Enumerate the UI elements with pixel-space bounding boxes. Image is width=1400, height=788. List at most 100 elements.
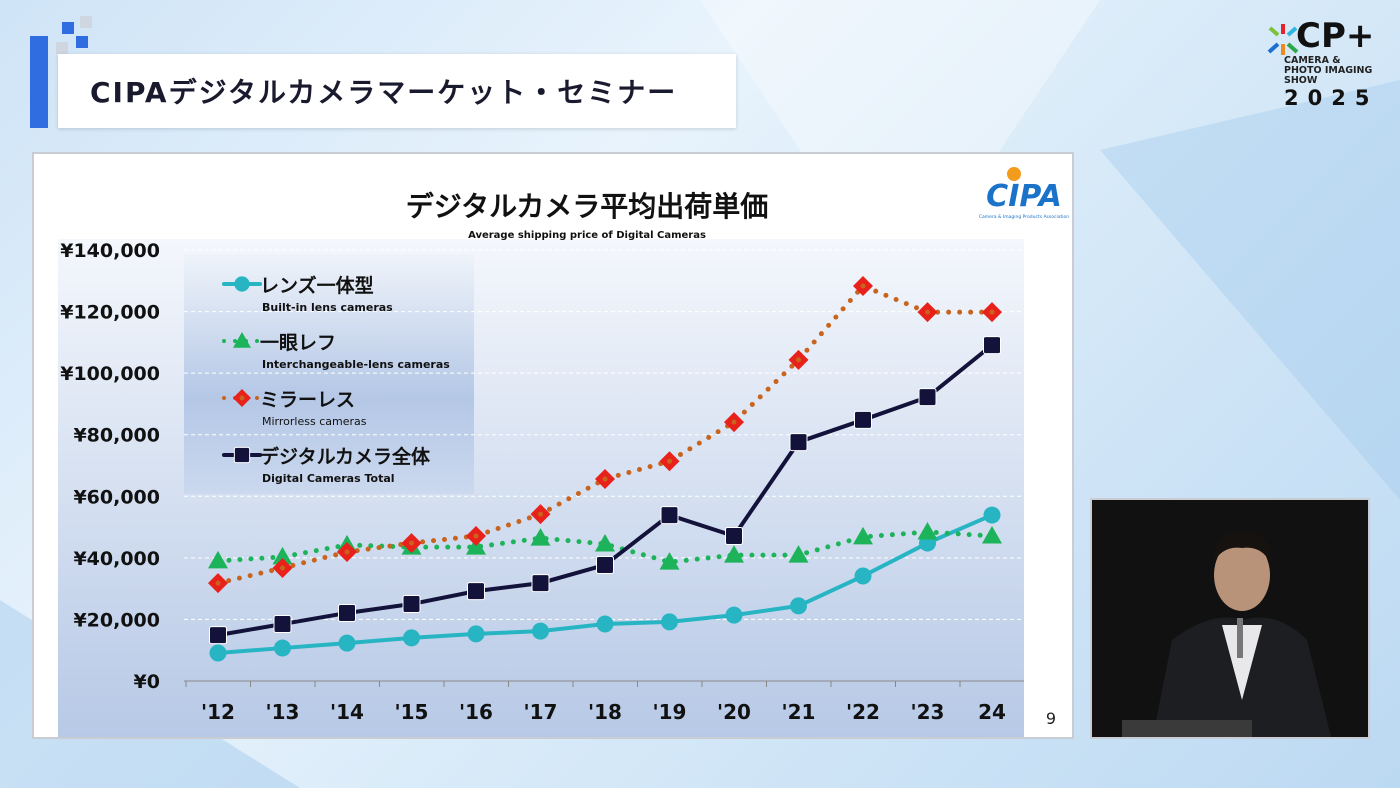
- x-tick-label: '14: [330, 700, 364, 724]
- diamond-center: [215, 580, 221, 586]
- x-tick-label: '19: [653, 700, 687, 724]
- legend-item: ミラーレス Mirrorless cameras: [222, 389, 367, 428]
- data-point-square: [789, 433, 808, 452]
- diamond-center: [473, 533, 479, 539]
- y-tick-label: ¥80,000: [73, 425, 160, 447]
- diamond-center: [602, 476, 608, 482]
- y-tick-label: ¥0: [134, 671, 160, 693]
- x-tick-label: '15: [395, 700, 429, 724]
- series-3: [209, 336, 1001, 645]
- y-tick-label: ¥20,000: [73, 609, 160, 631]
- data-point-square: [209, 626, 227, 645]
- page-title: CIPAデジタルカメラマーケット・セミナー: [58, 54, 736, 128]
- legend-label-en: Digital Cameras Total: [262, 472, 395, 485]
- data-point-square: [660, 506, 679, 525]
- legend-label-en: Built-in lens cameras: [262, 301, 393, 314]
- data-point-circle: [983, 506, 1001, 524]
- y-tick-label: ¥60,000: [73, 486, 160, 508]
- data-point-square: [402, 595, 421, 614]
- data-point-circle: [596, 615, 614, 633]
- legend-label: ミラーレス: [260, 389, 355, 411]
- diamond-center: [538, 511, 543, 517]
- data-point-square: [983, 336, 1001, 355]
- data-point-square: [725, 526, 743, 545]
- y-tick-label: ¥100,000: [60, 363, 160, 385]
- data-point-square: [467, 582, 485, 601]
- cp-plus-logo: CP+ CAMERA & PHOTO IMAGING SHOW 2025: [1262, 16, 1382, 110]
- series-2: [208, 276, 1002, 594]
- x-tick-label: '12: [201, 700, 235, 724]
- data-point-square: [596, 555, 614, 574]
- speaker-video: [1090, 498, 1370, 739]
- svg-text:CIPA: CIPA: [986, 179, 1062, 214]
- diamond-center: [239, 395, 245, 401]
- x-tick-label: '20: [717, 700, 751, 724]
- data-point-circle: [403, 629, 420, 647]
- legend-label: デジタルカメラ全体: [260, 445, 431, 468]
- diamond-center: [925, 309, 930, 315]
- x-tick-label: '22: [846, 700, 880, 724]
- x-tick-label: 24: [978, 700, 1006, 724]
- data-point-square: [233, 446, 251, 464]
- speaker-image: [1092, 500, 1368, 737]
- x-tick-label: '23: [911, 700, 945, 724]
- data-point-circle: [661, 613, 678, 631]
- data-point-triangle: [233, 332, 251, 348]
- series-0: [209, 506, 1001, 662]
- x-tick-label: '13: [266, 700, 300, 724]
- x-tick-label: '21: [782, 700, 816, 724]
- data-point-triangle: [530, 528, 551, 546]
- x-tick-label: '16: [459, 700, 493, 724]
- data-point-triangle: [917, 521, 938, 540]
- data-point-square: [854, 410, 872, 429]
- presentation-slide: デジタルカメラ平均出荷単価 Average shipping price of …: [32, 152, 1074, 739]
- line-chart: デジタルカメラ平均出荷単価 Average shipping price of …: [58, 167, 1069, 737]
- data-point-circle: [467, 625, 485, 643]
- decor-square: [80, 16, 92, 28]
- y-tick-label: ¥40,000: [73, 548, 160, 570]
- data-point-triangle: [853, 526, 873, 545]
- data-point-circle: [790, 597, 807, 615]
- data-point-triangle: [659, 552, 680, 570]
- diamond-center: [344, 549, 350, 555]
- legend-item: デジタルカメラ全体 Digital Cameras Total: [222, 445, 431, 485]
- svg-text:Camera & Imaging Products Asso: Camera & Imaging Products Association: [979, 214, 1069, 220]
- legend-label-en: Interchangeable-lens cameras: [262, 358, 450, 371]
- data-point-triangle: [208, 550, 228, 569]
- legend-label-en: Mirrorless cameras: [262, 415, 367, 428]
- diamond-center: [796, 357, 801, 363]
- chart-subtitle: Average shipping price of Digital Camera…: [468, 230, 706, 241]
- title-accent-bar: [30, 36, 48, 128]
- data-point-circle: [725, 606, 743, 624]
- data-point-circle: [274, 639, 291, 657]
- x-tick-label: '17: [524, 700, 558, 724]
- decor-square: [56, 42, 68, 54]
- cipa-logo: CIPA Camera & Imaging Products Associati…: [979, 167, 1069, 220]
- diamond-center: [280, 565, 285, 571]
- data-point-circle: [532, 622, 549, 640]
- decor-square: [62, 22, 74, 34]
- data-point-square: [338, 603, 356, 622]
- diamond-center: [989, 309, 995, 315]
- data-point-square: [918, 388, 937, 407]
- data-point-triangle: [595, 534, 615, 552]
- sparkle-icon: [1267, 24, 1299, 55]
- legend-item: レンズ一体型 Built-in lens cameras: [222, 274, 393, 314]
- decor-square: [76, 36, 88, 48]
- data-point-triangle: [724, 545, 744, 563]
- data-point-triangle: [272, 546, 293, 565]
- diamond-center: [667, 458, 672, 464]
- data-point-circle: [234, 276, 250, 292]
- chart-title: デジタルカメラ平均出荷単価: [406, 190, 769, 223]
- data-point-square: [531, 574, 550, 593]
- legend-item: 一眼レフ Interchangeable-lens cameras: [222, 332, 450, 371]
- legend-label: 一眼レフ: [260, 332, 336, 354]
- data-point-circle: [854, 567, 872, 585]
- legend-label: レンズ一体型: [260, 274, 374, 297]
- x-tick-label: '18: [588, 700, 622, 724]
- data-point-circle: [209, 644, 227, 662]
- diamond-center: [409, 540, 414, 546]
- y-tick-label: ¥120,000: [60, 302, 160, 324]
- data-point-triangle: [788, 545, 809, 563]
- data-point-circle: [338, 634, 356, 652]
